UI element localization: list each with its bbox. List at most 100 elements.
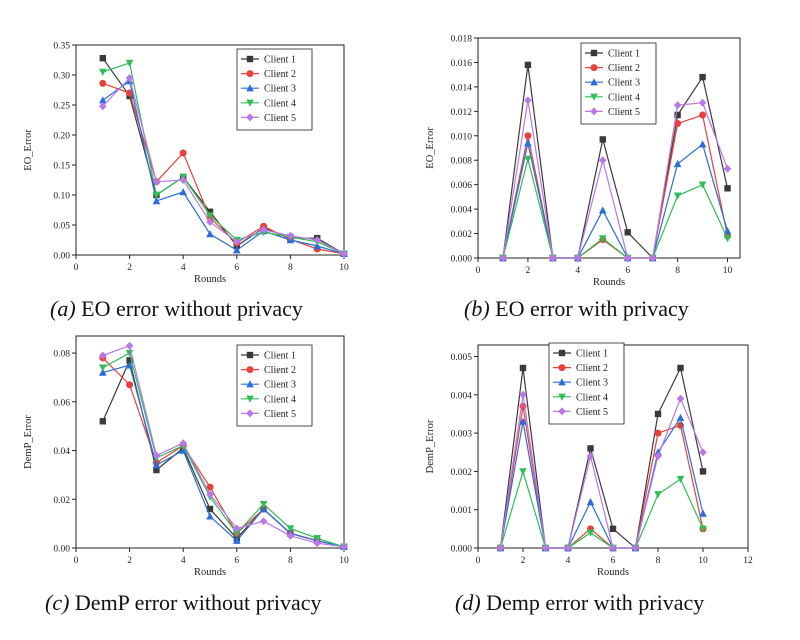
data-point-client-3 (654, 448, 662, 456)
data-point-client-5 (99, 102, 107, 111)
data-point-client-4 (598, 235, 607, 243)
data-point-client-4 (586, 529, 595, 537)
data-point-client-3 (699, 509, 707, 517)
data-point-client-5 (340, 542, 348, 551)
x-tick-label: 0 (74, 556, 79, 566)
y-tick-label: 0.35 (53, 42, 70, 52)
legend-marker (590, 49, 598, 57)
legend-marker (590, 107, 598, 116)
y-tick-label: 0.04 (53, 447, 70, 457)
series-line-client-5 (102, 76, 345, 255)
x-tick-label: 10 (698, 556, 708, 566)
data-point-client-5 (125, 341, 134, 350)
x-tick-label: 10 (339, 263, 349, 273)
legend-marker (558, 378, 566, 386)
x-tick-label: 2 (127, 556, 132, 566)
data-point-client-1 (126, 357, 133, 364)
x-tick-label: 0 (476, 556, 481, 566)
data-point-client-4 (125, 59, 134, 67)
data-point-client-5 (723, 164, 732, 173)
data-point-client-4 (698, 181, 707, 189)
data-point-client-5 (313, 539, 321, 548)
legend-label: Client 1 (264, 55, 296, 66)
x-tick-label: 2 (526, 266, 531, 276)
data-point-client-5 (286, 231, 295, 240)
data-point-client-4 (99, 68, 107, 76)
data-point-client-1 (724, 185, 731, 192)
data-point-client-3 (723, 227, 732, 235)
data-point-client-4 (519, 468, 527, 476)
data-point-client-2 (99, 79, 107, 87)
data-point-client-5 (648, 254, 657, 262)
series-line-client-4 (499, 469, 704, 549)
data-point-client-3 (259, 505, 268, 513)
series-line-client-5 (499, 394, 704, 549)
data-point-client-5 (499, 254, 507, 262)
data-point-client-3 (233, 536, 241, 544)
x-tick-label: 12 (743, 556, 753, 566)
x-axis-label: Rounds (593, 277, 625, 288)
data-point-client-5 (233, 524, 241, 533)
data-point-client-5 (586, 452, 595, 461)
data-point-client-4 (673, 192, 682, 200)
legend-label: Client 1 (264, 351, 296, 362)
y-tick-label: 0.00 (53, 545, 70, 555)
data-point-client-3 (676, 413, 685, 421)
y-tick-label: 0.004 (451, 391, 473, 401)
y-tick-label: 0.002 (451, 468, 473, 478)
data-point-client-3 (586, 498, 595, 506)
plot-frame (477, 37, 741, 259)
data-point-client-5 (564, 544, 572, 552)
legend-marker (246, 351, 254, 359)
y-tick-label: 0.000 (451, 545, 473, 555)
data-point-client-5 (99, 351, 107, 360)
legend: Client 1 Client 2 Client 3 Client 4 Client 5 (548, 342, 625, 425)
y-axis-label: EO_Error (23, 129, 34, 171)
legend-marker (246, 84, 254, 92)
series-line-client-3 (499, 416, 704, 549)
y-tick-label: 0.05 (53, 222, 70, 232)
series-line-client-4 (102, 352, 345, 548)
legend-marker (246, 55, 254, 63)
x-tick-label: 6 (611, 556, 616, 566)
x-tick-label: 0 (476, 266, 481, 276)
x-tick-label: 4 (181, 556, 186, 566)
data-point-client-4 (286, 525, 295, 533)
x-tick-label: 8 (656, 556, 661, 566)
data-point-client-1 (206, 505, 214, 513)
series-line-client-2 (499, 406, 704, 549)
legend-label: Client 1 (576, 349, 608, 360)
data-point-client-4 (524, 155, 532, 163)
series-line-client-5 (502, 100, 729, 259)
y-tick-label: 0.008 (451, 157, 473, 167)
data-point-client-5 (676, 394, 685, 403)
series-line-client-5 (102, 344, 345, 548)
legend-marker (246, 113, 254, 122)
data-point-client-4 (723, 235, 732, 243)
y-tick-label: 0.001 (451, 506, 473, 516)
series-line-client-3 (502, 142, 729, 259)
data-point-client-1 (677, 364, 684, 372)
series-line-client-3 (102, 79, 345, 255)
legend-label: Client 4 (264, 394, 296, 405)
data-point-client-5 (654, 452, 662, 461)
y-tick-label: 0.014 (451, 83, 473, 93)
data-point-client-1 (699, 73, 706, 81)
caption-c-letter: (c) (45, 590, 70, 615)
chart-1: 0 2 4 6 8 10 0.000 0.002 0.004 0.006 0.008 0.010 0.0… (425, 35, 741, 288)
x-tick-label: 10 (723, 266, 733, 276)
legend-label: Client 3 (264, 84, 296, 95)
data-point-client-2 (206, 483, 214, 491)
y-tick-label: 0.20 (53, 132, 70, 142)
data-point-client-5 (496, 544, 505, 552)
legend-label: Client 3 (264, 380, 296, 391)
data-point-client-2 (524, 132, 532, 140)
x-tick-label: 4 (181, 263, 186, 273)
data-point-client-5 (152, 177, 161, 186)
y-tick-label: 0.002 (451, 230, 473, 240)
data-point-client-1 (99, 418, 106, 425)
data-point-client-5 (152, 451, 161, 460)
x-tick-label: 6 (625, 266, 630, 276)
legend-marker (246, 70, 254, 78)
